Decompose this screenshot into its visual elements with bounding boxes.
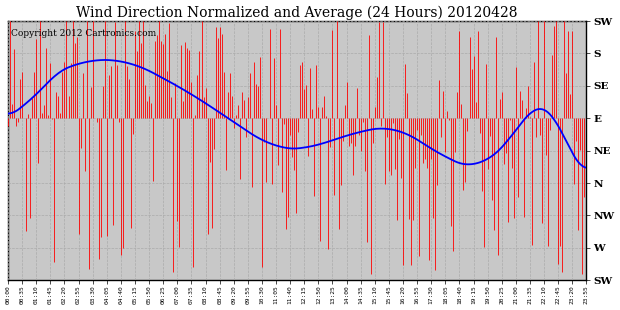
Title: Wind Direction Normalized and Average (24 Hours) 20120428: Wind Direction Normalized and Average (2…	[76, 6, 518, 20]
Text: Copyright 2012 Cartronics.com: Copyright 2012 Cartronics.com	[11, 29, 156, 38]
